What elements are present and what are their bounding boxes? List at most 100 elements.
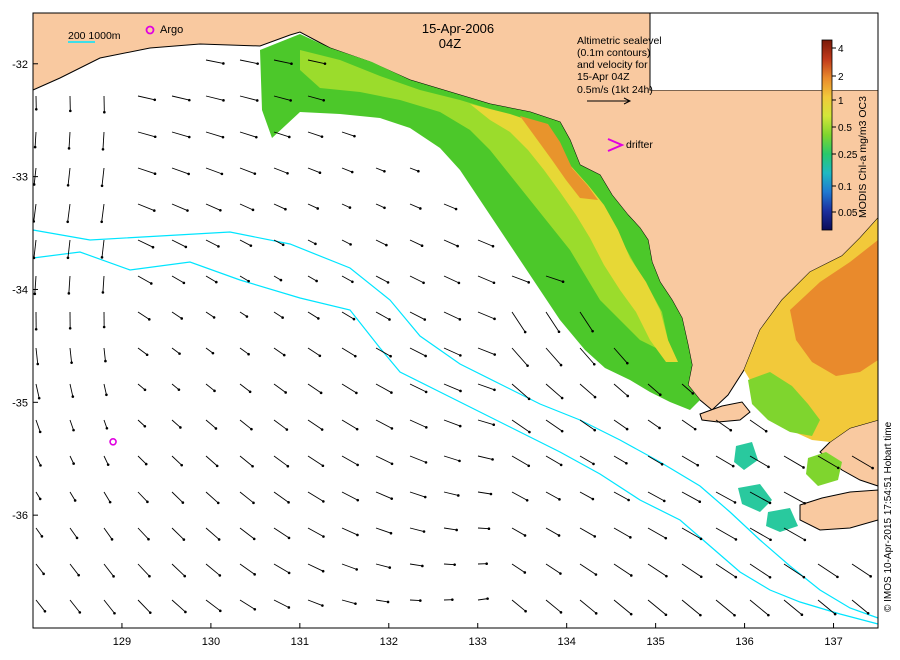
velocity-arrow-head <box>625 427 629 431</box>
velocity-arrow-head <box>594 612 598 615</box>
velocity-arrow <box>477 383 495 391</box>
y-tick-label: -32 <box>12 59 28 71</box>
velocity-arrow <box>137 167 156 175</box>
velocity-arrow-head <box>526 364 529 367</box>
velocity-arrow <box>511 311 526 333</box>
velocity-arrow-head <box>591 329 594 333</box>
velocity-arrow <box>545 455 562 466</box>
velocity-arrow <box>239 239 252 247</box>
colorbar-ticks: 4 2 1 0.5 0.25 0.1 0.05 <box>832 44 858 219</box>
drifter-label: drifter <box>626 139 653 151</box>
y-tick-label: -33 <box>12 172 28 184</box>
velocity-arrow-head <box>322 535 325 538</box>
velocity-arrow-head <box>147 318 151 321</box>
velocity-arrow <box>307 527 324 537</box>
velocity-arrow-head <box>593 428 597 432</box>
velocity-arrow-head <box>486 597 489 600</box>
velocity-arrow-head <box>33 145 37 149</box>
velocity-arrow-head <box>527 281 530 284</box>
velocity-arrow-head <box>559 611 563 614</box>
annotation-line-2: (0.1m contours) <box>577 47 651 59</box>
velocity-arrow-head <box>629 536 632 539</box>
velocity-arrow <box>137 599 151 613</box>
velocity-arrow-head <box>485 562 488 566</box>
velocity-arrow-head <box>696 463 700 467</box>
velocity-arrow-head <box>591 497 595 501</box>
x-tick-label: 132 <box>380 636 398 648</box>
velocity-arrow-head <box>113 611 116 615</box>
velocity-arrow-head <box>734 575 738 579</box>
velocity-arrow-head <box>318 171 322 175</box>
velocity-arrow <box>613 527 631 538</box>
velocity-arrow-head <box>664 613 668 617</box>
velocity-arrow <box>307 131 323 138</box>
velocity-arrow <box>69 419 74 431</box>
velocity-arrow-head <box>658 426 661 430</box>
velocity-arrow-head <box>112 575 115 578</box>
velocity-arrow <box>239 527 255 540</box>
velocity-arrow-head <box>354 354 357 358</box>
velocity-arrow-head <box>316 207 320 210</box>
velocity-arrow-head <box>390 462 394 466</box>
velocity-arrow <box>239 563 255 575</box>
velocity-arrow-head <box>356 463 359 467</box>
velocity-arrow-head <box>451 598 454 601</box>
y-tick-label: -34 <box>12 284 28 296</box>
velocity-arrow <box>137 527 149 540</box>
velocity-arrow-head <box>69 109 72 113</box>
velocity-arrow-head <box>492 281 496 285</box>
velocity-arrow <box>715 419 732 431</box>
velocity-arrow-head <box>660 462 664 466</box>
velocity-arrow-head <box>348 206 352 209</box>
velocity-arrow-head <box>321 604 324 607</box>
velocity-arrow <box>205 311 215 318</box>
velocity-arrow <box>239 131 257 138</box>
velocity-arrow-head <box>388 318 391 321</box>
velocity-arrow-head <box>215 464 219 468</box>
velocity-arrow <box>35 347 39 365</box>
velocity-arrow-head <box>251 208 255 212</box>
velocity-arrow-head <box>254 135 258 139</box>
velocity-arrow <box>375 527 392 534</box>
velocity-arrow <box>103 527 113 540</box>
velocity-arrow <box>477 419 494 426</box>
velocity-arrow <box>647 383 661 396</box>
velocity-arrow <box>681 491 700 503</box>
velocity-arrow-head <box>350 170 354 174</box>
velocity-arrow <box>545 563 561 574</box>
velocity-arrow <box>375 491 392 500</box>
velocity-arrow <box>205 59 224 64</box>
velocity-arrow-head <box>66 256 70 260</box>
velocity-arrow-head <box>560 396 564 400</box>
velocity-arrow-head <box>592 362 596 366</box>
scale-arrow-head-icon <box>623 97 632 105</box>
velocity-arrow-head <box>217 538 221 541</box>
velocity-arrow-head <box>803 538 807 542</box>
colorbar-tick-label: 2 <box>838 72 844 83</box>
velocity-arrow-head <box>419 599 422 602</box>
velocity-arrow <box>341 455 358 466</box>
velocity-arrow <box>579 383 596 398</box>
velocity-arrow <box>35 455 41 466</box>
velocity-arrow <box>443 239 458 247</box>
colorbar-title: MODIS Chl-a mg/m3 OC3 <box>857 96 869 218</box>
velocity-arrow <box>137 311 150 320</box>
velocity-arrow <box>443 203 457 210</box>
velocity-arrow-head <box>768 501 772 505</box>
velocity-arrow-head <box>525 498 529 502</box>
velocity-arrow-head <box>284 391 287 394</box>
velocity-arrow <box>613 347 628 364</box>
velocity-arrow <box>103 455 109 465</box>
velocity-arrow <box>69 491 76 501</box>
velocity-arrow <box>409 455 427 463</box>
velocity-arrow <box>171 167 189 175</box>
velocity-arrow <box>375 347 391 357</box>
velocity-arrow-head <box>802 466 805 469</box>
velocity-arrow-head <box>423 495 427 499</box>
velocity-arrow-head <box>287 536 291 540</box>
velocity-arrow-head <box>322 98 326 102</box>
velocity-arrow-head <box>869 575 872 578</box>
velocity-arrow-head <box>255 99 259 102</box>
velocity-arrow <box>375 203 385 209</box>
velocity-arrow-head <box>390 427 394 430</box>
